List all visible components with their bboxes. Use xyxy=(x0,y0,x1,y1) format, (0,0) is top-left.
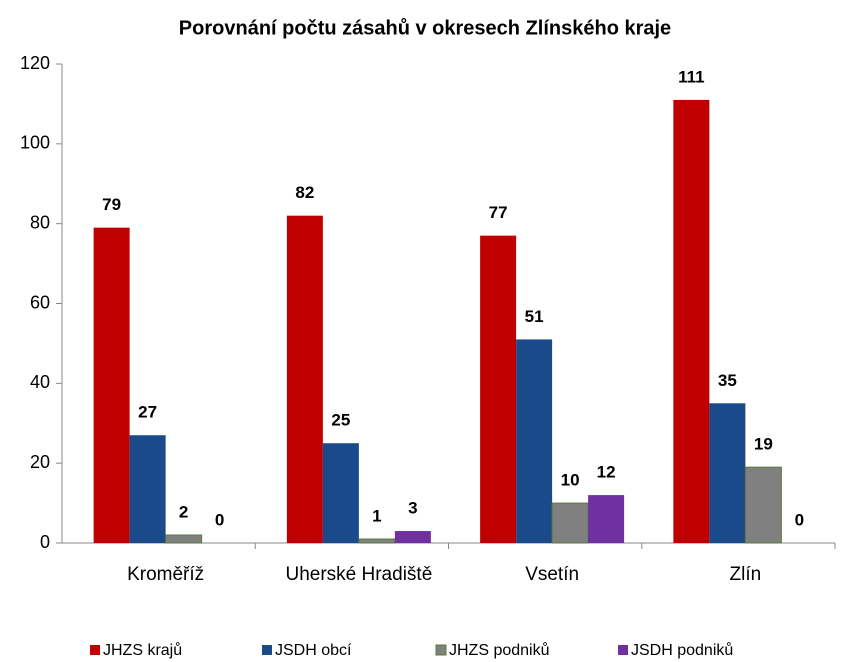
data-label: 0 xyxy=(795,510,804,529)
legend-swatch xyxy=(90,645,100,655)
y-tick-label: 0 xyxy=(40,532,50,552)
data-label: 77 xyxy=(489,203,508,222)
y-tick-label: 80 xyxy=(30,212,50,232)
bar xyxy=(129,435,166,543)
data-label: 0 xyxy=(215,510,224,529)
bar xyxy=(673,99,710,544)
data-label: 1 xyxy=(372,506,381,525)
x-tick-label: Uherské Hradiště xyxy=(285,564,432,585)
data-label: 27 xyxy=(138,403,157,422)
bar xyxy=(286,215,323,543)
legend-label: JHZS podniků xyxy=(449,641,550,659)
data-label: 2 xyxy=(179,503,188,522)
data-label: 3 xyxy=(408,499,417,518)
y-tick-label: 40 xyxy=(30,372,50,392)
bar xyxy=(93,227,130,544)
bar xyxy=(322,443,359,543)
bar xyxy=(358,538,396,544)
bar xyxy=(709,403,746,543)
legend-label: JHZS krajů xyxy=(103,641,182,659)
x-tick-label: Kroměříž xyxy=(127,564,204,585)
legend-swatch xyxy=(262,645,272,655)
bar xyxy=(744,466,782,544)
data-label: 12 xyxy=(597,463,616,482)
bar xyxy=(551,502,589,544)
bar xyxy=(480,235,517,543)
data-label: 25 xyxy=(331,411,350,430)
legend-label: JSDH obcí xyxy=(275,642,352,659)
data-label: 79 xyxy=(102,195,121,214)
data-label: 51 xyxy=(525,307,544,326)
legend-label: JSDH podniků xyxy=(631,641,733,659)
bar xyxy=(394,531,431,543)
y-tick-label: 120 xyxy=(20,53,50,73)
data-label: 82 xyxy=(295,183,314,202)
bar xyxy=(516,339,553,543)
bar xyxy=(165,534,203,544)
chart-title: Porovnání počtu zásahů v okresech Zlínsk… xyxy=(179,17,671,39)
data-label: 35 xyxy=(718,371,737,390)
x-tick-label: Zlín xyxy=(730,564,762,585)
x-tick-label: Vsetín xyxy=(525,564,579,585)
data-label: 10 xyxy=(561,471,580,490)
data-label: 19 xyxy=(754,435,773,454)
y-tick-label: 100 xyxy=(20,133,50,153)
legend-swatch xyxy=(435,644,447,656)
bar xyxy=(588,495,625,543)
data-label: 111 xyxy=(678,67,705,86)
y-tick-label: 20 xyxy=(30,452,50,472)
y-tick-label: 60 xyxy=(30,292,50,312)
legend-swatch xyxy=(618,645,628,655)
